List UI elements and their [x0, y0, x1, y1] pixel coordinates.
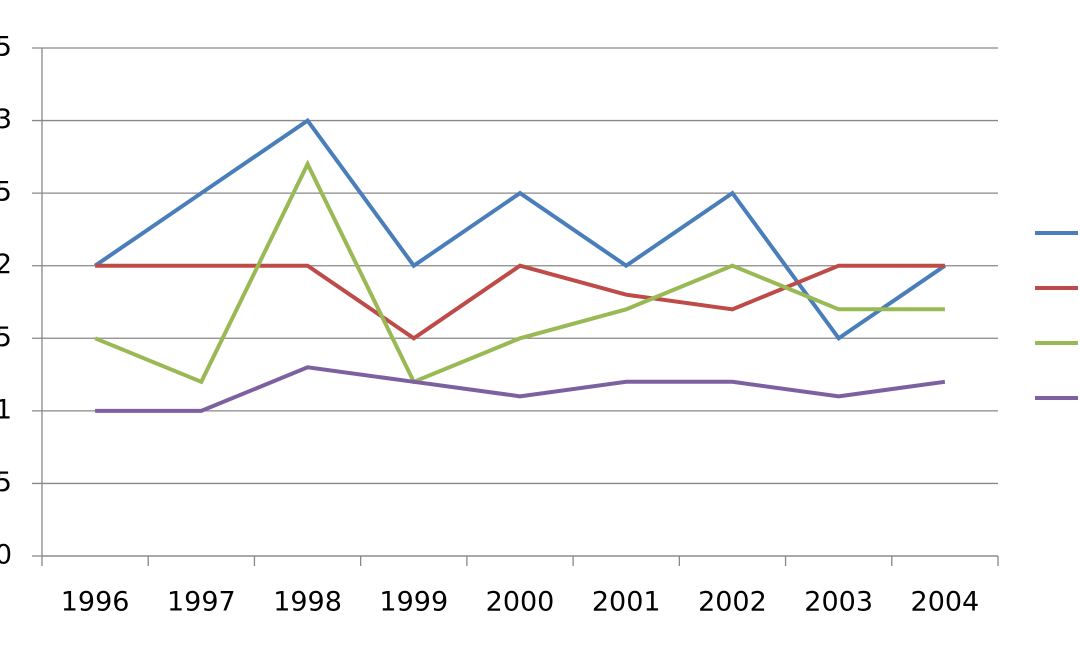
y-tick-label: 3 [0, 104, 12, 135]
y-tick-label: 0 [0, 540, 12, 571]
x-tick-label: 1998 [273, 587, 342, 618]
x-tick-label: 2000 [486, 587, 555, 618]
x-tick-label: 2002 [698, 587, 767, 618]
x-tick-label: 1999 [379, 587, 448, 618]
y-tick-label: 1 [0, 394, 12, 425]
series-line [94, 159, 945, 385]
x-tick-label: 1997 [167, 587, 236, 618]
y-tick-label: 0.5 [0, 467, 12, 498]
y-tick-label: 2.5 [0, 177, 12, 208]
x-tick-label: 2001 [592, 587, 661, 618]
x-tick-label: 2003 [804, 587, 873, 618]
x-tick-label: 1996 [61, 587, 130, 618]
y-tick-label: 1.5 [0, 322, 12, 353]
y-tick-label: 3.5 [0, 32, 12, 63]
series-line [93, 117, 947, 342]
y-tick-label: 2 [0, 249, 12, 280]
series-line [95, 263, 945, 341]
series-line [95, 365, 946, 413]
x-tick-label: 2004 [911, 587, 980, 618]
